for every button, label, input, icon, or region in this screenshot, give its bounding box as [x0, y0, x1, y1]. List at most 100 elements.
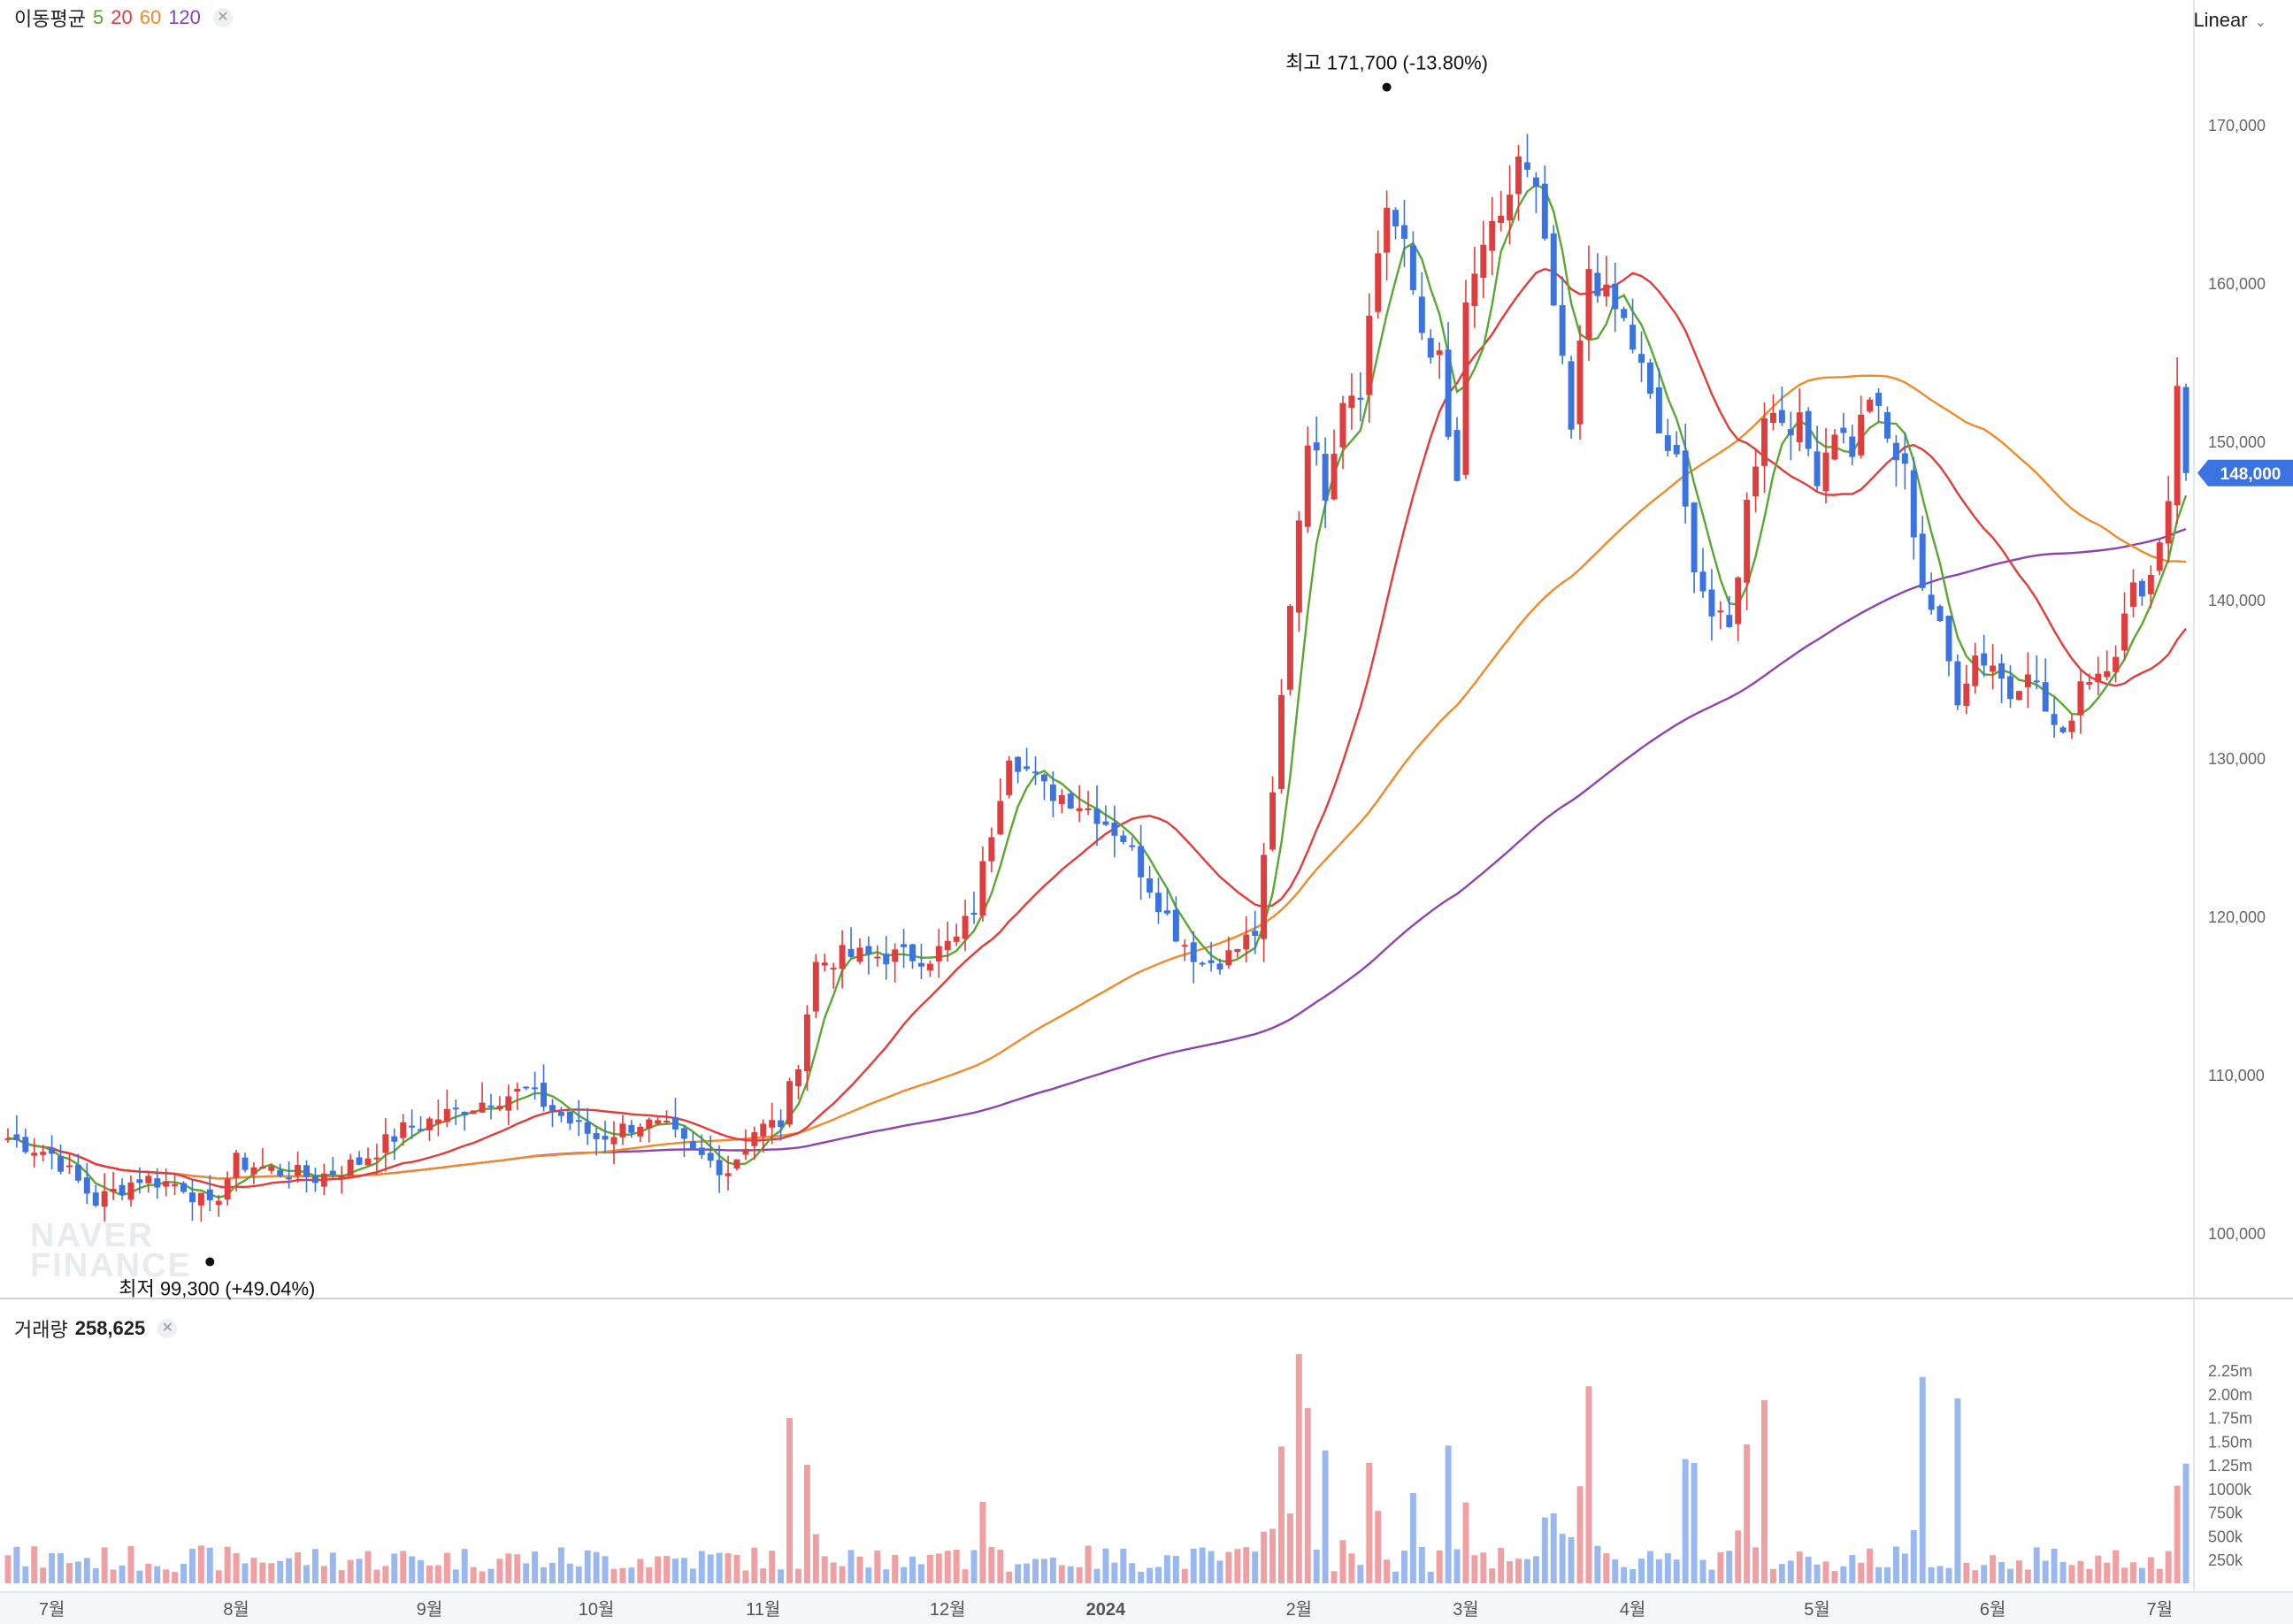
volume-bar — [2174, 1485, 2181, 1583]
candle-body — [1471, 273, 1478, 307]
candle-body — [901, 944, 908, 947]
candle-body — [953, 936, 960, 942]
candle-body — [470, 1110, 477, 1115]
volume-bar — [1400, 1551, 1407, 1583]
candle-body — [1436, 350, 1443, 356]
volume-bar — [1445, 1445, 1452, 1583]
candle-body — [1981, 653, 1988, 666]
candle-body — [1392, 210, 1400, 226]
volume-bar — [1032, 1559, 1039, 1583]
candle-body — [1840, 427, 1847, 433]
volume-bar — [1664, 1552, 1671, 1583]
high-marker — [1382, 82, 1392, 92]
candle-body — [1261, 854, 1268, 939]
volume-bar — [1515, 1559, 1522, 1583]
volume-bar — [2147, 1557, 2154, 1583]
candle-body — [2156, 542, 2163, 571]
candle-body — [22, 1137, 29, 1153]
candle-body — [1208, 960, 1215, 963]
x-icon[interactable]: ✕ — [157, 1319, 178, 1338]
ma-60-line — [7, 374, 2187, 1180]
candle-body — [1278, 694, 1285, 789]
candle-body — [1418, 296, 1425, 333]
candle-body — [286, 1177, 293, 1180]
volume-bar — [856, 1556, 863, 1583]
candle-body — [2059, 727, 2067, 732]
volume-bar — [1787, 1560, 1794, 1583]
volume-bar — [803, 1465, 810, 1583]
candle-body — [1630, 325, 1637, 350]
volume-bar — [575, 1566, 582, 1583]
volume-bar — [1831, 1571, 1838, 1583]
ma-20-label[interactable]: 20 — [111, 6, 133, 28]
volume-bar — [1945, 1567, 1952, 1583]
volume-bar — [1849, 1554, 1856, 1583]
volume-bar — [461, 1549, 468, 1583]
candle-body — [1427, 338, 1434, 358]
candle-body — [1331, 453, 1338, 500]
volume-bar — [83, 1558, 90, 1583]
volume-bar — [505, 1553, 512, 1583]
volume-bar — [1822, 1561, 1829, 1583]
candle-body — [1216, 963, 1223, 970]
volume-bar — [1216, 1560, 1223, 1583]
volume-bar — [1901, 1553, 1908, 1583]
candle-body — [733, 1159, 740, 1168]
candle-body — [970, 912, 978, 915]
candle-body — [778, 1120, 785, 1128]
candle-body — [2147, 575, 2154, 594]
candle-body — [1646, 362, 1653, 394]
volume-bar — [821, 1556, 828, 1583]
candle-body — [1761, 417, 1768, 466]
volume-bar — [242, 1563, 249, 1583]
candle-body — [40, 1152, 47, 1155]
candle-body — [1523, 162, 1530, 170]
volume-bar — [452, 1569, 459, 1583]
candle-body — [637, 1126, 644, 1137]
volume-bar — [1067, 1566, 1074, 1583]
volume-bar — [409, 1556, 416, 1583]
candle-body — [1375, 253, 1382, 312]
candle-body — [418, 1129, 425, 1131]
candle-body — [373, 1157, 380, 1160]
volume-bar — [101, 1547, 108, 1583]
volume-bar — [1621, 1567, 1628, 1583]
volume-bar — [1928, 1567, 1935, 1583]
ma-60-label[interactable]: 60 — [139, 6, 162, 28]
candle-body — [1040, 774, 1047, 782]
volume-title: 거래량 — [14, 1319, 68, 1341]
ma-120-label[interactable]: 120 — [168, 6, 201, 28]
volume-bar — [689, 1568, 696, 1583]
volume-bar — [742, 1570, 749, 1583]
x-icon[interactable]: ✕ — [212, 8, 233, 27]
candle-body — [1691, 502, 1698, 572]
scale-mode-label: Linear — [2193, 9, 2248, 31]
ma-5-label[interactable]: 5 — [92, 6, 104, 28]
candle-body — [997, 801, 1004, 835]
volume-bar — [277, 1560, 284, 1583]
volume-bar — [557, 1547, 564, 1583]
volume-bar — [2113, 1550, 2120, 1583]
y-tick-label: 130,000 — [2208, 750, 2266, 768]
candle-body — [1822, 452, 1829, 492]
candle-body — [557, 1112, 564, 1116]
x-tick-label: 2월 — [1286, 1599, 1313, 1620]
volume-bar — [286, 1558, 293, 1583]
scale-mode-button[interactable]: Linear ⌄ — [2193, 9, 2266, 32]
candle-body — [1769, 412, 1776, 424]
watermark: NAVER FINANCE — [30, 1219, 192, 1283]
candle-body — [268, 1166, 275, 1171]
candle-body — [496, 1106, 503, 1110]
candle-body — [689, 1141, 696, 1149]
volume-bar — [311, 1549, 318, 1583]
candle-body — [391, 1136, 398, 1142]
volume-bar — [2156, 1568, 2163, 1583]
volume-bar — [549, 1562, 556, 1583]
volume-bar — [865, 1567, 872, 1583]
volume-bar — [830, 1562, 837, 1583]
candle-body — [206, 1189, 213, 1200]
volume-bar — [2042, 1560, 2049, 1583]
candle-body — [119, 1184, 126, 1196]
candle-body — [1717, 610, 1724, 613]
